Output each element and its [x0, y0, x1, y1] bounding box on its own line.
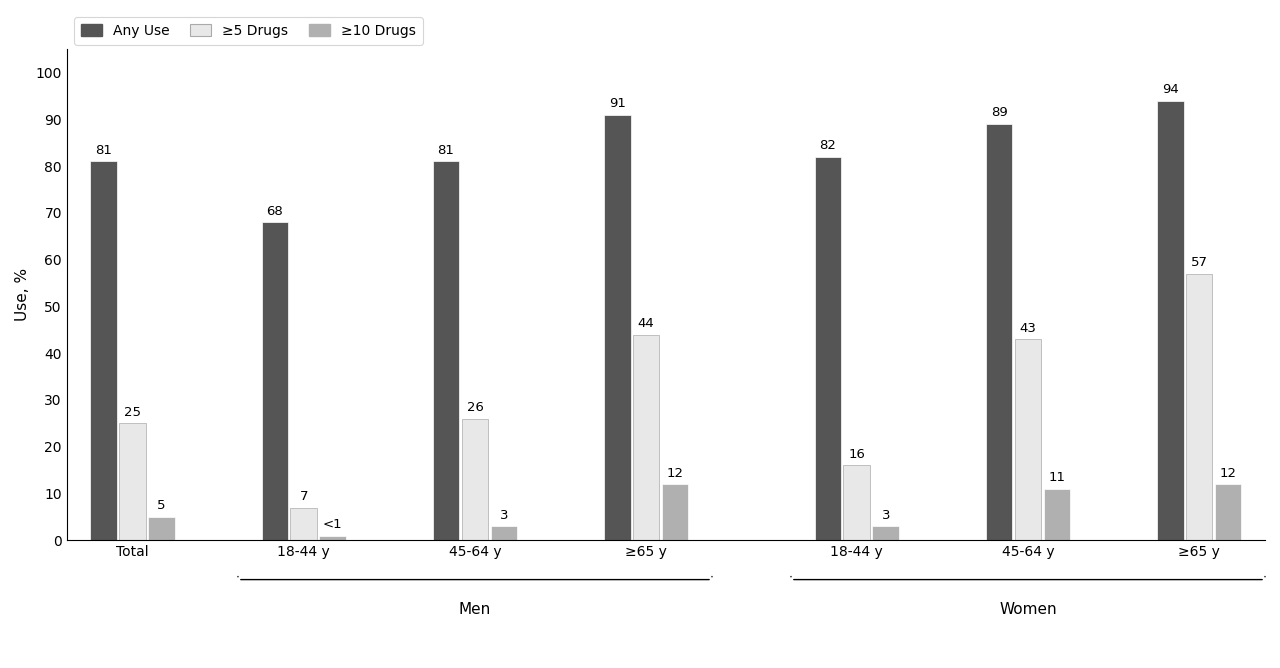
Text: 89: 89 — [991, 106, 1007, 120]
Text: 5: 5 — [157, 499, 166, 512]
Bar — [1215, 484, 1242, 540]
Text: 25: 25 — [124, 405, 141, 419]
Bar — [433, 162, 460, 540]
Bar — [662, 484, 689, 540]
Text: Men: Men — [458, 602, 492, 617]
Bar — [462, 419, 488, 540]
Text: 82: 82 — [819, 139, 836, 152]
Bar — [490, 526, 517, 540]
Bar — [844, 466, 870, 540]
Text: 3: 3 — [882, 508, 890, 522]
Bar — [1185, 274, 1212, 540]
Text: 7: 7 — [300, 490, 308, 503]
Text: 91: 91 — [609, 97, 626, 110]
Text: 11: 11 — [1048, 471, 1065, 484]
Bar — [1043, 489, 1070, 540]
Bar — [148, 517, 175, 540]
Text: 43: 43 — [1020, 321, 1037, 335]
Text: 12: 12 — [667, 466, 684, 480]
Bar — [261, 222, 288, 540]
Bar — [1015, 339, 1042, 540]
Text: <1: <1 — [323, 518, 343, 531]
Text: 94: 94 — [1162, 83, 1179, 96]
Bar — [1157, 101, 1184, 540]
Bar — [291, 508, 317, 540]
Y-axis label: Use, %: Use, % — [15, 268, 29, 321]
Bar — [604, 115, 631, 540]
Bar — [632, 335, 659, 540]
Bar — [814, 157, 841, 540]
Text: 44: 44 — [637, 317, 654, 330]
Text: 81: 81 — [95, 144, 113, 157]
Text: Women: Women — [1000, 602, 1057, 617]
Legend: Any Use, ≥5 Drugs, ≥10 Drugs: Any Use, ≥5 Drugs, ≥10 Drugs — [74, 17, 422, 45]
Text: 26: 26 — [466, 401, 484, 414]
Text: 3: 3 — [499, 508, 508, 522]
Bar — [873, 526, 899, 540]
Bar — [986, 124, 1012, 540]
Text: 57: 57 — [1190, 256, 1207, 269]
Text: 68: 68 — [266, 204, 283, 218]
Bar — [320, 536, 346, 540]
Text: 12: 12 — [1220, 466, 1236, 480]
Bar — [91, 162, 116, 540]
Text: 81: 81 — [438, 144, 454, 157]
Text: 16: 16 — [849, 448, 865, 461]
Bar — [119, 424, 146, 540]
